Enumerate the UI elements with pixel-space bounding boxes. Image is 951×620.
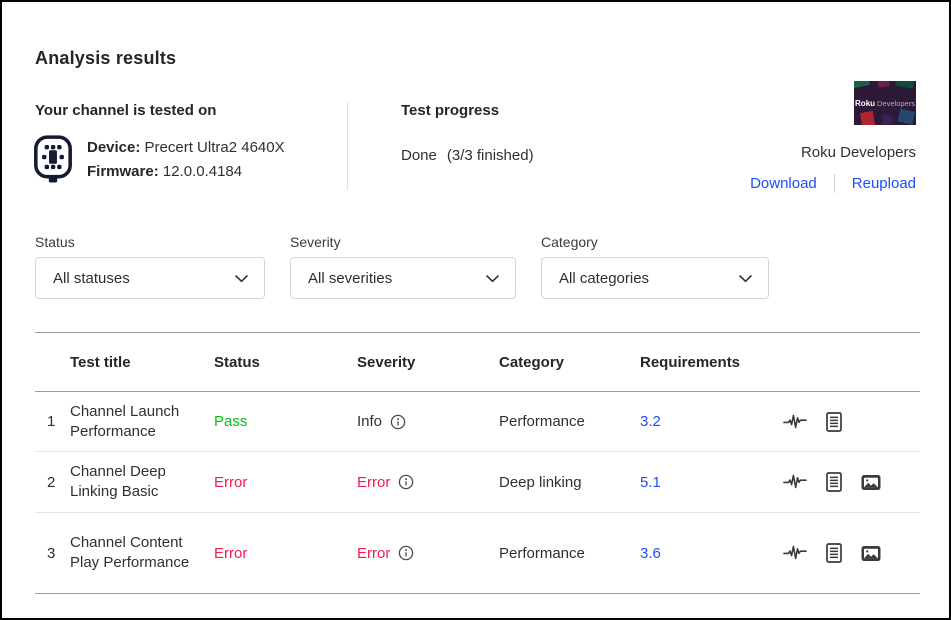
download-link[interactable]: Download (750, 175, 817, 192)
reupload-link[interactable]: Reupload (851, 175, 916, 192)
test-title: Channel Deep Linking Basic (70, 463, 166, 500)
log-document-icon[interactable] (826, 472, 842, 492)
log-document-icon[interactable] (826, 411, 842, 432)
col-severity: Severity (357, 353, 416, 371)
col-requirements: Requirements (640, 353, 741, 371)
summary-strip: Your channel is tested on (34, 102, 916, 190)
results-table: Test title Status Severity Category Requ… (35, 332, 920, 594)
progress-detail: (3/3 finished) (446, 147, 534, 164)
chevron-down-icon (739, 270, 752, 287)
info-icon[interactable] (390, 414, 406, 430)
severity-value: Info (357, 413, 383, 430)
col-category: Category (499, 353, 565, 371)
requirement-link[interactable]: 3.6 (640, 544, 661, 562)
firmware-label: Firmware: (87, 163, 159, 180)
waveform-icon[interactable] (783, 544, 807, 562)
test-progress-value: Done (3/3 finished) (401, 147, 534, 164)
waveform-icon[interactable] (783, 473, 807, 491)
col-test-title: Test title (70, 353, 131, 371)
filter-category: Category All categories (541, 234, 769, 299)
filter-severity: Severity All severities (290, 234, 516, 299)
status-value: Error (214, 473, 248, 491)
page-title: Analysis results (35, 48, 177, 68)
chevron-down-icon (486, 270, 499, 287)
row-number: 3 (47, 544, 56, 562)
requirement-link[interactable]: 5.1 (640, 473, 661, 491)
category-value: Performance (499, 544, 585, 562)
tested-on-section: Your channel is tested on (34, 102, 347, 190)
test-progress-section: Test progress Done (3/3 finished) (347, 102, 534, 190)
table-row: 1 Channel Launch Performance Pass Info P… (35, 392, 920, 452)
requirement-link[interactable]: 3.2 (640, 413, 661, 430)
filter-severity-label: Severity (290, 234, 341, 250)
severity-select[interactable]: All severities (290, 257, 516, 299)
channel-summary: Roku Developers Roku Developers Download … (696, 72, 916, 193)
device-label: Device: (87, 139, 141, 156)
filter-status: Status All statuses (35, 234, 265, 299)
info-icon[interactable] (398, 545, 414, 561)
channel-name: Roku Developers (800, 144, 916, 161)
category-value: Performance (499, 413, 585, 430)
device-line: Device: Precert Ultra2 4640X (87, 136, 285, 160)
status-select[interactable]: All statuses (35, 257, 265, 299)
filter-bar: Status All statuses Severity All severit… (35, 234, 916, 299)
severity-value: Error (357, 473, 391, 491)
progress-status: Done (401, 147, 437, 164)
screenshot-icon[interactable] (861, 545, 881, 562)
col-status: Status (214, 353, 260, 371)
filter-status-label: Status (35, 234, 75, 250)
status-value: Error (214, 544, 248, 562)
device-value: Precert Ultra2 4640X (144, 139, 285, 156)
severity-select-value: All severities (308, 269, 393, 287)
category-select-value: All categories (559, 269, 650, 287)
link-divider (833, 174, 835, 193)
test-title: Channel Content Play Performance (70, 534, 190, 571)
info-icon[interactable] (398, 474, 414, 490)
channel-thumbnail: Roku Developers (847, 72, 916, 128)
test-title: Channel Launch Performance (70, 402, 180, 440)
firmware-value: 12.0.0.4184 (162, 163, 243, 180)
category-select[interactable]: All categories (541, 257, 769, 299)
firmware-line: Firmware: 12.0.0.4184 (87, 160, 285, 184)
table-row: 2 Channel Deep Linking Basic Error Error… (35, 452, 920, 513)
row-number: 1 (47, 413, 56, 430)
status-value: Pass (214, 413, 248, 430)
severity-value: Error (357, 544, 391, 562)
roku-remote-icon (31, 134, 75, 189)
chevron-down-icon (235, 270, 248, 287)
waveform-icon[interactable] (783, 413, 807, 431)
row-number: 2 (47, 473, 56, 491)
filter-category-label: Category (541, 234, 598, 250)
category-value: Deep linking (499, 473, 582, 491)
tested-on-heading: Your channel is tested on (35, 102, 217, 119)
table-header-row: Test title Status Severity Category Requ… (35, 332, 920, 392)
table-row: 3 Channel Content Play Performance Error… (35, 513, 920, 594)
log-document-icon[interactable] (826, 543, 842, 563)
test-progress-heading: Test progress (401, 102, 500, 119)
status-select-value: All statuses (53, 269, 130, 287)
screenshot-icon[interactable] (861, 474, 881, 491)
